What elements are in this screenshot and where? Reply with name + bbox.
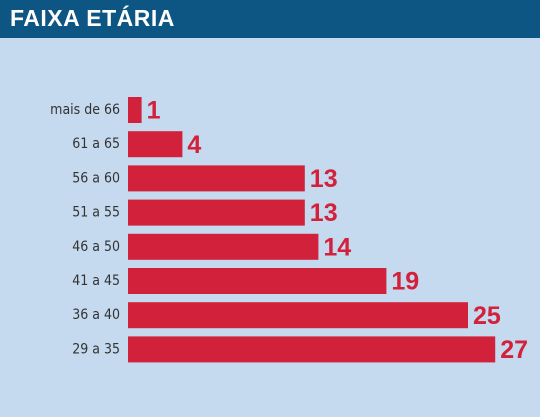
category-label: 41 a 45 bbox=[72, 273, 120, 289]
bar bbox=[128, 302, 468, 329]
category-label: 61 a 65 bbox=[72, 136, 120, 152]
value-label: 4 bbox=[187, 131, 201, 159]
value-label: 13 bbox=[310, 165, 338, 193]
bar bbox=[128, 131, 183, 158]
category-label: 51 a 55 bbox=[72, 205, 120, 221]
category-label: 56 a 60 bbox=[72, 170, 120, 186]
value-label: 1 bbox=[147, 97, 161, 125]
value-label: 19 bbox=[391, 268, 419, 296]
value-label: 14 bbox=[323, 233, 351, 261]
value-label: 27 bbox=[500, 336, 528, 364]
chart-title: FAIXA ETÁRIA bbox=[10, 5, 175, 31]
category-label: 36 a 40 bbox=[72, 307, 120, 323]
category-label: 29 a 35 bbox=[72, 341, 120, 357]
bar bbox=[128, 233, 319, 260]
bar bbox=[128, 268, 387, 294]
header-bar: FAIXA ETÁRIA bbox=[0, 0, 540, 38]
value-label: 25 bbox=[473, 302, 501, 330]
category-label: mais de 66 bbox=[50, 102, 120, 118]
bar bbox=[128, 165, 305, 192]
chart: mais de 66 1 61 a 65 4 56 a 60 13 51 a 55 13 46 … bbox=[50, 97, 528, 364]
bar bbox=[128, 97, 142, 123]
value-label: 13 bbox=[310, 199, 338, 227]
bar bbox=[128, 336, 496, 363]
bar bbox=[128, 199, 305, 226]
category-label: 46 a 50 bbox=[72, 239, 120, 255]
